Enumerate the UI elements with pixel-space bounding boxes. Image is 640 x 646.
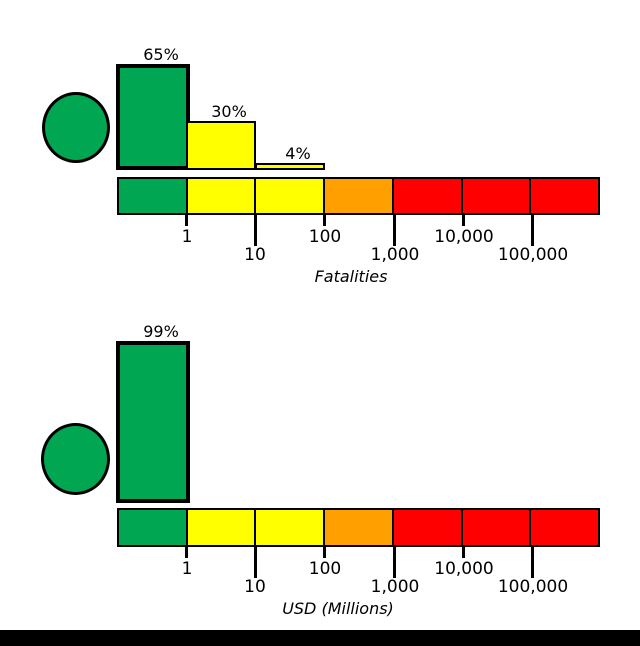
axis-tick-label: 10,000 <box>434 559 494 579</box>
scale-segment-red <box>529 179 599 213</box>
axis-tick <box>462 547 465 558</box>
histogram-bar <box>116 64 190 170</box>
axis-tick-label: 1 <box>181 559 193 579</box>
bar-value-label: 65% <box>143 45 179 64</box>
axis-tick <box>531 215 534 246</box>
axis-tick <box>393 215 396 246</box>
axis-tick-label: 100 <box>308 559 342 579</box>
scale-segment-yellow <box>254 510 324 545</box>
bar-value-label: 30% <box>211 102 247 121</box>
axis-tick <box>254 215 257 246</box>
histogram-bar <box>255 163 325 170</box>
axis-tick-label: 1 <box>181 227 193 247</box>
scale-segment-yellow <box>185 510 255 545</box>
axis-tick-label: 1,000 <box>370 577 420 597</box>
histogram-bar <box>116 341 190 503</box>
alert-color-scale <box>117 508 600 547</box>
axis-tick-label: 1,000 <box>370 245 420 265</box>
histogram-bar <box>186 121 256 170</box>
bar-value-label: 4% <box>285 144 311 163</box>
scale-segment-red <box>391 179 461 213</box>
axis-tick-label: 10 <box>244 577 266 597</box>
axis-tick-label: 100,000 <box>497 577 569 597</box>
x-axis-title: USD (Millions) <box>282 599 394 618</box>
scale-segment-orange <box>323 179 392 213</box>
scale-segment-red <box>460 179 530 213</box>
x-axis-title: Fatalities <box>314 267 388 286</box>
scale-segment-orange <box>323 510 392 545</box>
scale-segment-green <box>119 179 186 213</box>
bar-value-label: 99% <box>143 322 179 341</box>
scale-segment-red <box>529 510 599 545</box>
alert-level-circle-icon <box>42 92 110 163</box>
axis-tick-label: 100,000 <box>497 245 569 265</box>
axis-tick-label: 10,000 <box>434 227 494 247</box>
axis-tick-label: 10 <box>244 245 266 265</box>
axis-tick <box>323 215 326 226</box>
scale-segment-green <box>119 510 186 545</box>
alert-level-circle-icon <box>41 423 110 495</box>
scale-segment-red <box>391 510 461 545</box>
axis-tick-label: 100 <box>308 227 342 247</box>
alert-color-scale <box>117 177 600 215</box>
scale-segment-yellow <box>254 179 324 213</box>
bottom-black-bar <box>0 630 640 646</box>
axis-tick <box>462 215 465 226</box>
axis-tick <box>185 215 188 226</box>
axis-tick <box>531 547 534 578</box>
axis-tick <box>254 547 257 578</box>
axis-tick <box>185 547 188 558</box>
axis-tick <box>393 547 396 578</box>
axis-tick <box>323 547 326 558</box>
scale-segment-yellow <box>185 179 255 213</box>
scale-segment-red <box>460 510 530 545</box>
